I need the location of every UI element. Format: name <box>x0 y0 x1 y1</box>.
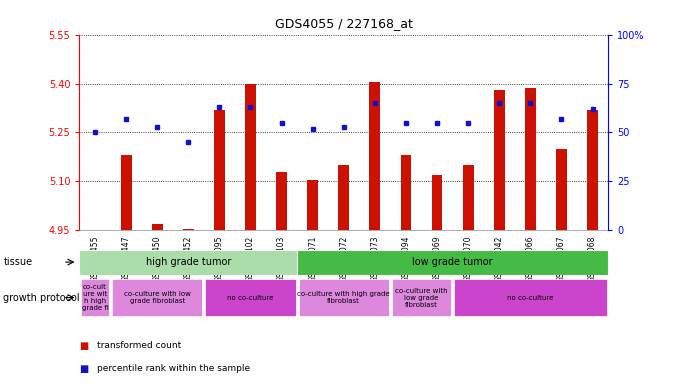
Bar <box>307 180 318 230</box>
Bar <box>121 156 131 230</box>
Bar <box>494 90 504 230</box>
Bar <box>214 110 225 230</box>
Bar <box>454 279 607 316</box>
Text: co-culture with
low grade
fibroblast: co-culture with low grade fibroblast <box>395 288 448 308</box>
Bar <box>556 149 567 230</box>
Text: percentile rank within the sample: percentile rank within the sample <box>97 364 250 373</box>
Text: low grade tumor: low grade tumor <box>413 257 493 267</box>
Bar <box>525 88 536 230</box>
Text: high grade tumor: high grade tumor <box>146 257 231 267</box>
Bar <box>205 279 296 316</box>
Bar <box>587 110 598 230</box>
Text: co-culture with high grade
fibroblast: co-culture with high grade fibroblast <box>297 291 390 304</box>
Text: no co-culture: no co-culture <box>507 295 553 301</box>
Bar <box>432 175 442 230</box>
Text: GDS4055 / 227168_at: GDS4055 / 227168_at <box>275 17 413 30</box>
Text: ■: ■ <box>79 341 88 351</box>
Bar <box>401 156 411 230</box>
Text: growth protocol: growth protocol <box>3 293 80 303</box>
Bar <box>276 172 287 230</box>
Text: tissue: tissue <box>3 257 32 267</box>
Bar <box>112 279 202 316</box>
Bar <box>81 279 109 316</box>
Text: co-cult
ure wit
h high
grade fi: co-cult ure wit h high grade fi <box>82 284 108 311</box>
Text: ■: ■ <box>79 364 88 374</box>
Bar <box>339 165 349 230</box>
Bar <box>463 165 473 230</box>
Bar <box>245 84 256 230</box>
Text: no co-culture: no co-culture <box>227 295 274 301</box>
Bar <box>183 229 193 230</box>
Bar <box>370 82 380 230</box>
Bar <box>297 250 608 275</box>
Bar <box>392 279 451 316</box>
Text: transformed count: transformed count <box>97 341 181 350</box>
Bar <box>152 224 162 230</box>
Bar <box>299 279 389 316</box>
Text: co-culture with low
grade fibroblast: co-culture with low grade fibroblast <box>124 291 191 304</box>
Bar <box>79 250 297 275</box>
